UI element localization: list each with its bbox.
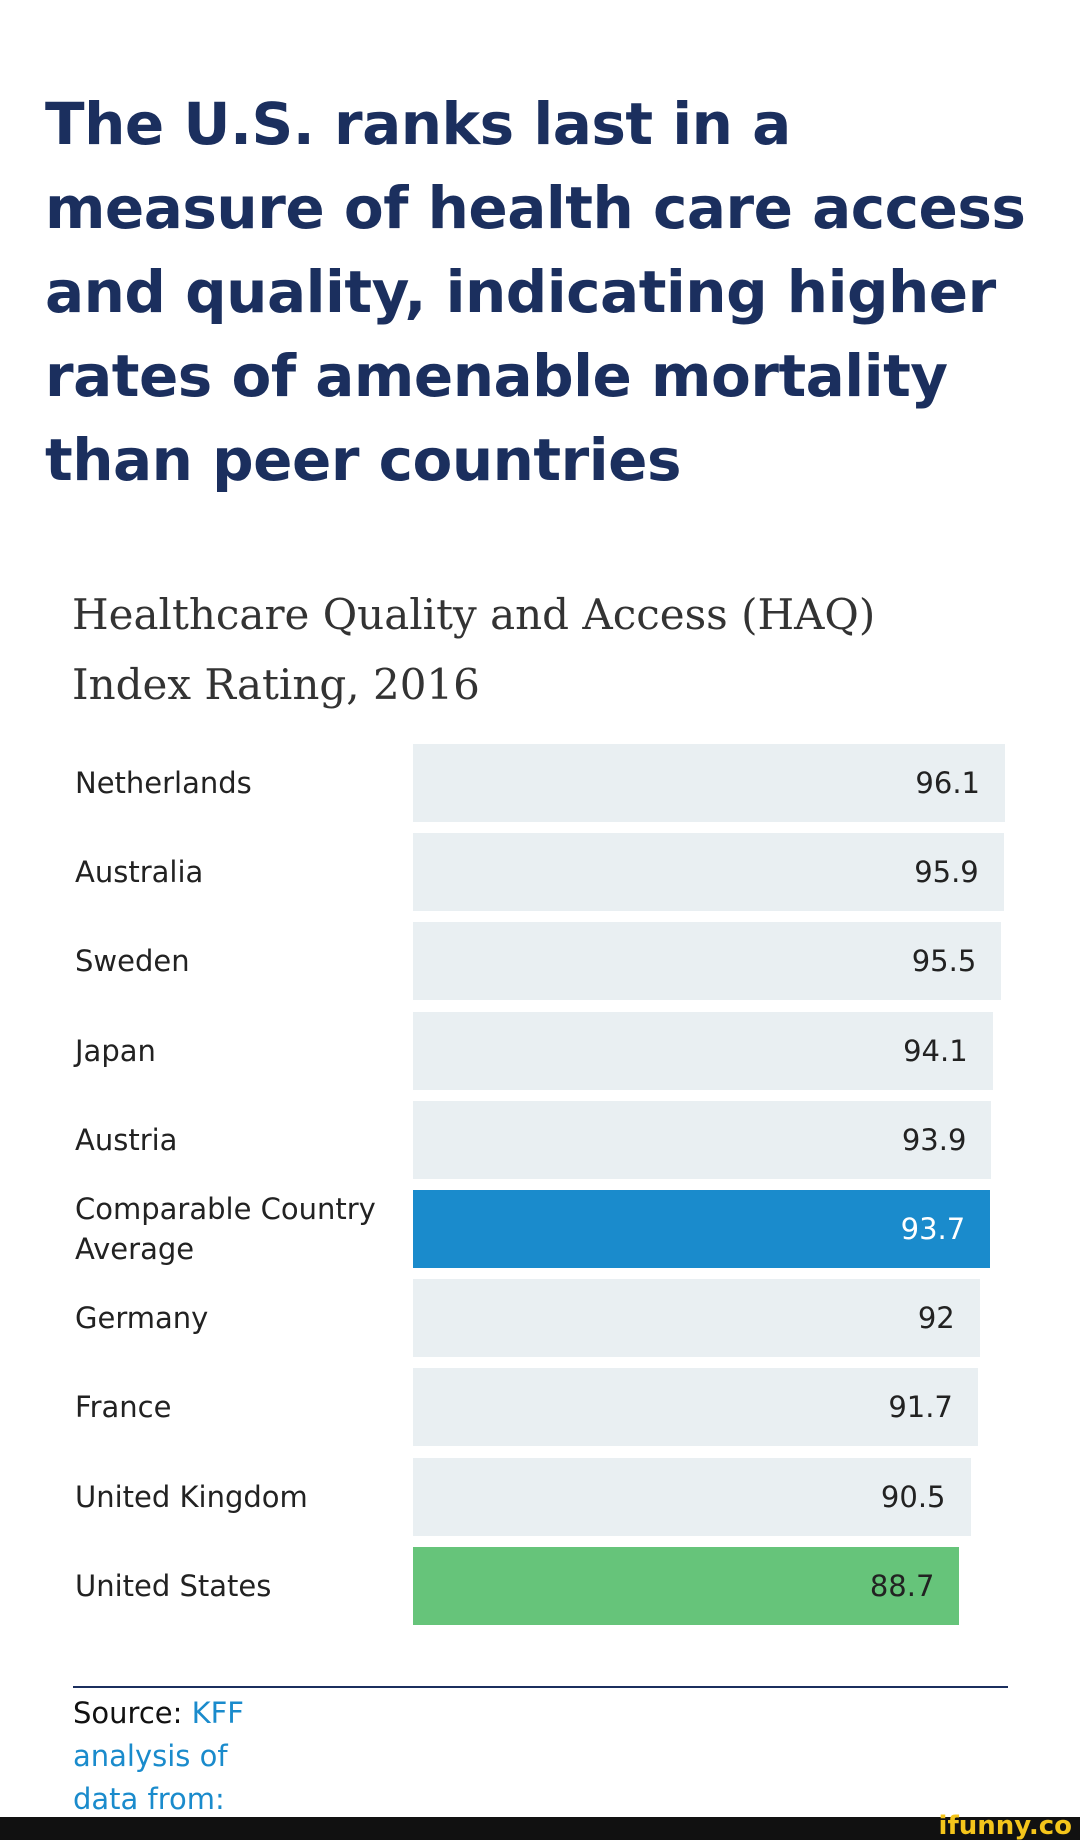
footer-bar: ifunny.co <box>0 1811 1080 1841</box>
bar: 90.5 <box>413 1457 971 1536</box>
watermark: ifunny.co <box>938 1811 1072 1841</box>
value-label: 90.5 <box>880 1479 946 1514</box>
bar: 92 <box>413 1279 980 1358</box>
chart-subtitle: Healthcare Quality and Access (HAQ) Inde… <box>72 590 876 709</box>
bar: 88.7 <box>413 1546 960 1625</box>
category-label: Australia <box>75 855 204 890</box>
value-label: 93.9 <box>901 1122 967 1157</box>
source-link[interactable]: KFF analysis of data from: <box>73 1696 244 1816</box>
value-label: 92 <box>917 1301 955 1336</box>
value-label: 94.1 <box>903 1033 968 1068</box>
value-label: 95.5 <box>911 944 977 979</box>
bar: 91.7 <box>413 1368 978 1447</box>
category-label: United States <box>75 1568 272 1603</box>
value-label: 93.7 <box>900 1212 966 1246</box>
category-label: Netherlands <box>75 766 252 800</box>
value-label: 88.7 <box>869 1568 935 1603</box>
source-label: Source: <box>73 1696 183 1730</box>
bar: 94.1 <box>413 1011 993 1090</box>
value-label: 91.7 <box>888 1390 953 1425</box>
value-label: 96.1 <box>915 766 980 800</box>
category-label: United Kingdom <box>75 1479 308 1514</box>
value-label: 95.9 <box>914 855 979 890</box>
chart-title: The U.S. ranks last in a measure of heal… <box>45 90 1026 494</box>
category-label: Japan <box>75 1033 156 1068</box>
bar: 93.7 <box>413 1190 991 1268</box>
bar: 93.9 <box>413 1100 992 1179</box>
category-label: Comparable Country Average <box>75 1192 376 1266</box>
category-label: France <box>75 1390 172 1425</box>
category-label: Austria <box>75 1122 178 1157</box>
bar: 96.1 <box>413 744 1005 822</box>
divider <box>73 1686 1008 1688</box>
category-label: Sweden <box>75 944 190 979</box>
bar: 95.5 <box>413 922 1002 1001</box>
category-label: Germany <box>75 1301 209 1336</box>
source-note: Source: KFF analysis of data from: <box>73 1692 263 1821</box>
bar: 95.9 <box>413 833 1004 912</box>
